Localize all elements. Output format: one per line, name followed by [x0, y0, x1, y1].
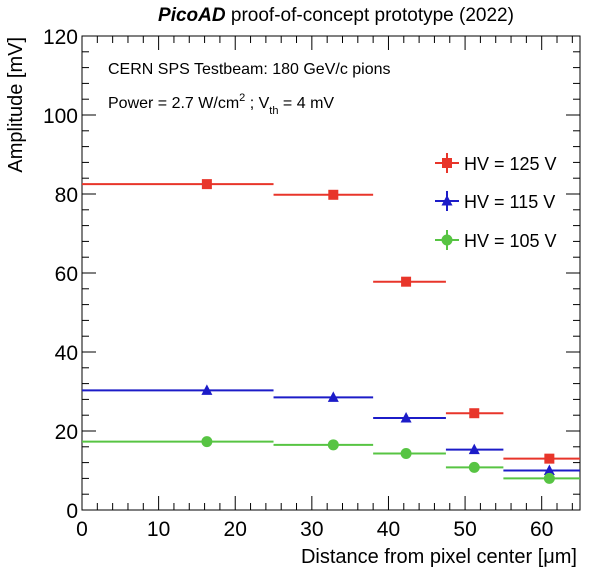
annotation-power: Power = 2.7 W/cm2 ; Vth = 4 mV: [108, 92, 334, 117]
data-point: [400, 411, 412, 423]
data-point: [543, 464, 555, 475]
y-tick-label: 120: [43, 26, 78, 49]
y-tick-label: 20: [55, 421, 78, 444]
legend-label: HV = 125 V: [464, 154, 557, 174]
legend-marker: [442, 158, 452, 168]
series-1: [82, 384, 580, 475]
y-tick-label: 40: [55, 342, 78, 365]
annotation-testbeam: CERN SPS Testbeam: 180 GeV/c pions: [108, 61, 391, 78]
y-tick-label: 60: [55, 263, 78, 286]
data-point: [543, 472, 555, 484]
data-point: [468, 443, 480, 455]
series-2: [82, 436, 580, 484]
series-layer: [82, 179, 580, 484]
legend-label: HV = 105 V: [464, 231, 557, 251]
x-tick-label: 0: [76, 518, 88, 541]
y-tick-label: 80: [55, 184, 78, 207]
chart-title: PicoAD proof-of-concept prototype (2022): [158, 5, 514, 26]
legend: HV = 125 V HV = 115 V HV = 105 V: [435, 153, 557, 251]
data-point: [400, 448, 412, 460]
y-axis-label: Amplitude [mV]: [5, 37, 27, 173]
data-point: [328, 189, 339, 200]
data-point: [327, 439, 339, 451]
data-point: [544, 453, 555, 464]
x-tick-label: 20: [224, 518, 247, 541]
data-point: [201, 384, 213, 395]
x-tick-label: 40: [377, 518, 400, 541]
data-point: [201, 179, 212, 190]
x-tick-label: 10: [147, 518, 170, 541]
x-tick-label: 60: [530, 518, 553, 541]
legend-marker: [441, 234, 453, 246]
data-point: [401, 276, 412, 287]
data-point: [327, 391, 339, 402]
data-point: [201, 436, 213, 448]
x-tick-label: 30: [300, 518, 323, 541]
data-point: [469, 408, 480, 419]
x-axis-label: Distance from pixel center [μm]: [301, 546, 577, 568]
y-tick-label: 0: [66, 500, 78, 523]
legend-label: HV = 115 V: [464, 192, 555, 212]
plot-frame: [81, 35, 581, 511]
x-tick-label: 50: [453, 518, 476, 541]
x-axis: 0 10 20 30 40 50 60: [76, 36, 573, 541]
series-0: [82, 179, 580, 464]
y-axis: 0 20 40 60 80 100 120: [43, 26, 580, 523]
data-point: [468, 461, 480, 473]
legend-marker: [441, 195, 453, 206]
y-tick-label: 100: [43, 105, 78, 128]
